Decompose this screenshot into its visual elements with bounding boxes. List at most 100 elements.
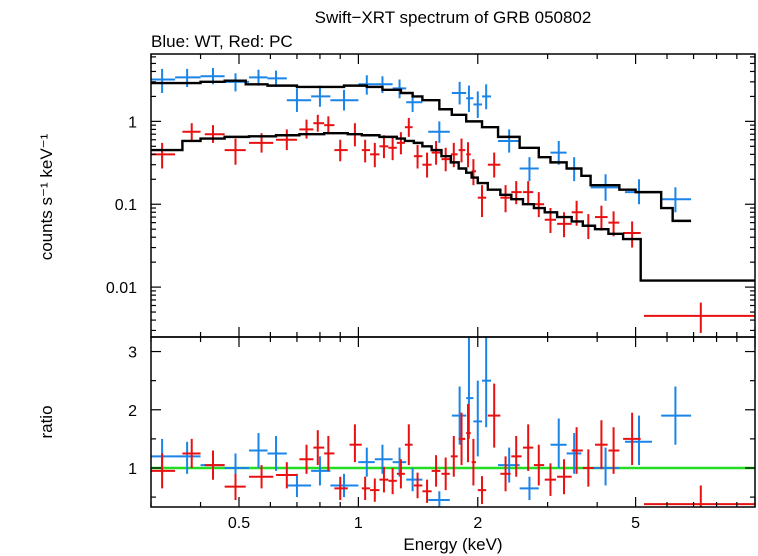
spectrum-data-point	[608, 211, 620, 237]
spectrum-data-point	[224, 138, 246, 165]
ratio-data-point	[311, 456, 331, 486]
ratio-data-point	[374, 444, 393, 474]
spectrum-data-point	[422, 152, 432, 178]
spectrum-data-point	[522, 181, 534, 205]
ratio-data-point	[595, 420, 608, 470]
spectrum-data-point	[595, 205, 608, 231]
ratio-data-point	[487, 383, 501, 448]
ratio-data-point	[451, 386, 467, 445]
y-axis-label-spectrum: counts s⁻¹ keV⁻¹	[37, 133, 56, 260]
y-tick-label: 2	[128, 403, 137, 420]
x-tick-label: 2	[473, 515, 482, 532]
model-step-line	[151, 131, 755, 282]
y-tick-label: 0.01	[106, 280, 137, 297]
ratio-data-point	[450, 435, 458, 477]
spectrum-data-point	[498, 129, 520, 153]
ratio-data-point	[471, 438, 477, 486]
ratio-data-point	[431, 455, 441, 487]
ratio-data-point	[249, 465, 274, 489]
ratio-data-point	[404, 424, 413, 466]
ratio-data-point	[358, 447, 375, 477]
spectrum-data-point	[330, 89, 359, 111]
chart-subtitle: Blue: WT, Red: PC	[151, 32, 293, 51]
spectrum-data-point	[379, 135, 389, 159]
ratio-data-point	[286, 473, 312, 498]
y-tick-label: 0.1	[115, 197, 137, 214]
spectrum-data-point	[299, 119, 314, 139]
ratio-data-point	[500, 456, 511, 492]
spectrum-data-point	[623, 221, 641, 248]
spectrum-data-point	[249, 69, 268, 86]
ratio-data-point	[571, 427, 583, 474]
spectrum-data-point	[466, 85, 474, 112]
spectrum-data-point	[396, 132, 405, 155]
spectrum-data-point	[466, 142, 471, 168]
ratio-data-point	[623, 412, 641, 466]
ratio-data-point	[334, 476, 348, 501]
spectrum-data-point	[311, 85, 331, 107]
ratio-data-point	[224, 473, 246, 501]
ratio-data-point	[422, 479, 432, 503]
spectrum-data-point	[477, 185, 487, 218]
ratio-data-point	[477, 476, 487, 505]
y-tick-label: 1	[128, 114, 137, 131]
spectrum-data-point	[533, 192, 545, 218]
ratio-data-point	[441, 457, 450, 491]
spectrum-data-point	[458, 138, 466, 163]
spectrum-data-point	[204, 125, 225, 143]
spectrum-data-point	[451, 81, 467, 105]
spectrum-panel	[151, 68, 755, 333]
ratio-data-point	[519, 476, 539, 501]
ratio-data-point	[267, 435, 287, 471]
spectrum-data-point	[473, 91, 483, 118]
ratio-data-point	[608, 427, 620, 474]
spectrum-data-point	[590, 174, 620, 201]
spectrum-data-point	[151, 68, 176, 93]
ratio-data-point	[361, 476, 371, 501]
ratio-data-point	[182, 438, 201, 468]
ratio-data-point	[276, 462, 297, 489]
ratio-data-point	[330, 473, 359, 498]
ratio-panel	[151, 337, 755, 507]
spectrum-data-point	[519, 157, 539, 182]
ratio-data-point	[379, 466, 389, 493]
x-axis-label: Energy (keV)	[403, 535, 502, 554]
axes-ticks: 0.5 1 2 5 1 0.1 0.01 1 2 3	[106, 54, 756, 532]
spectrum-data-point	[404, 117, 413, 137]
spectrum-data-point	[428, 121, 450, 143]
spectrum-data-point	[334, 139, 348, 162]
spectrum-data-point	[361, 139, 371, 163]
y-tick-label: 3	[128, 345, 137, 362]
ratio-data-point	[661, 386, 692, 445]
spectrum-data-point	[661, 187, 692, 213]
ratio-data-point	[566, 433, 582, 474]
y-axis-label-ratio: ratio	[37, 405, 56, 438]
spectrum-data-point	[500, 185, 511, 213]
ratio-data-point	[482, 337, 492, 428]
y-tick-label: 1	[128, 461, 137, 478]
ratio-data-point	[533, 444, 545, 486]
ratio-data-point	[544, 463, 557, 496]
ratio-data-point	[349, 424, 362, 463]
spectrum-data-point	[431, 140, 441, 165]
ratio-data-point	[249, 433, 268, 468]
spectrum-data-point	[413, 144, 423, 169]
ratio-data-point	[392, 447, 407, 477]
ratio-data-point	[466, 403, 471, 463]
spectrum-data-point	[324, 116, 335, 135]
spectrum-data-point	[388, 136, 397, 161]
ratio-data-point	[396, 459, 405, 489]
spectrum-data-point	[313, 114, 325, 132]
spectrum-data-point	[482, 84, 492, 110]
ratio-data-point	[151, 453, 176, 489]
ratio-data-point	[406, 467, 423, 492]
chart-title: Swift−XRT spectrum of GRB 050802	[315, 8, 592, 27]
spectrum-data-point	[644, 302, 755, 333]
spectrum-data-point	[471, 159, 477, 186]
ratio-data-point	[557, 459, 572, 495]
ratio-data-point	[522, 424, 534, 471]
x-tick-label: 1	[354, 515, 363, 532]
model-step-line	[151, 79, 692, 223]
ratio-data-point	[550, 418, 567, 468]
